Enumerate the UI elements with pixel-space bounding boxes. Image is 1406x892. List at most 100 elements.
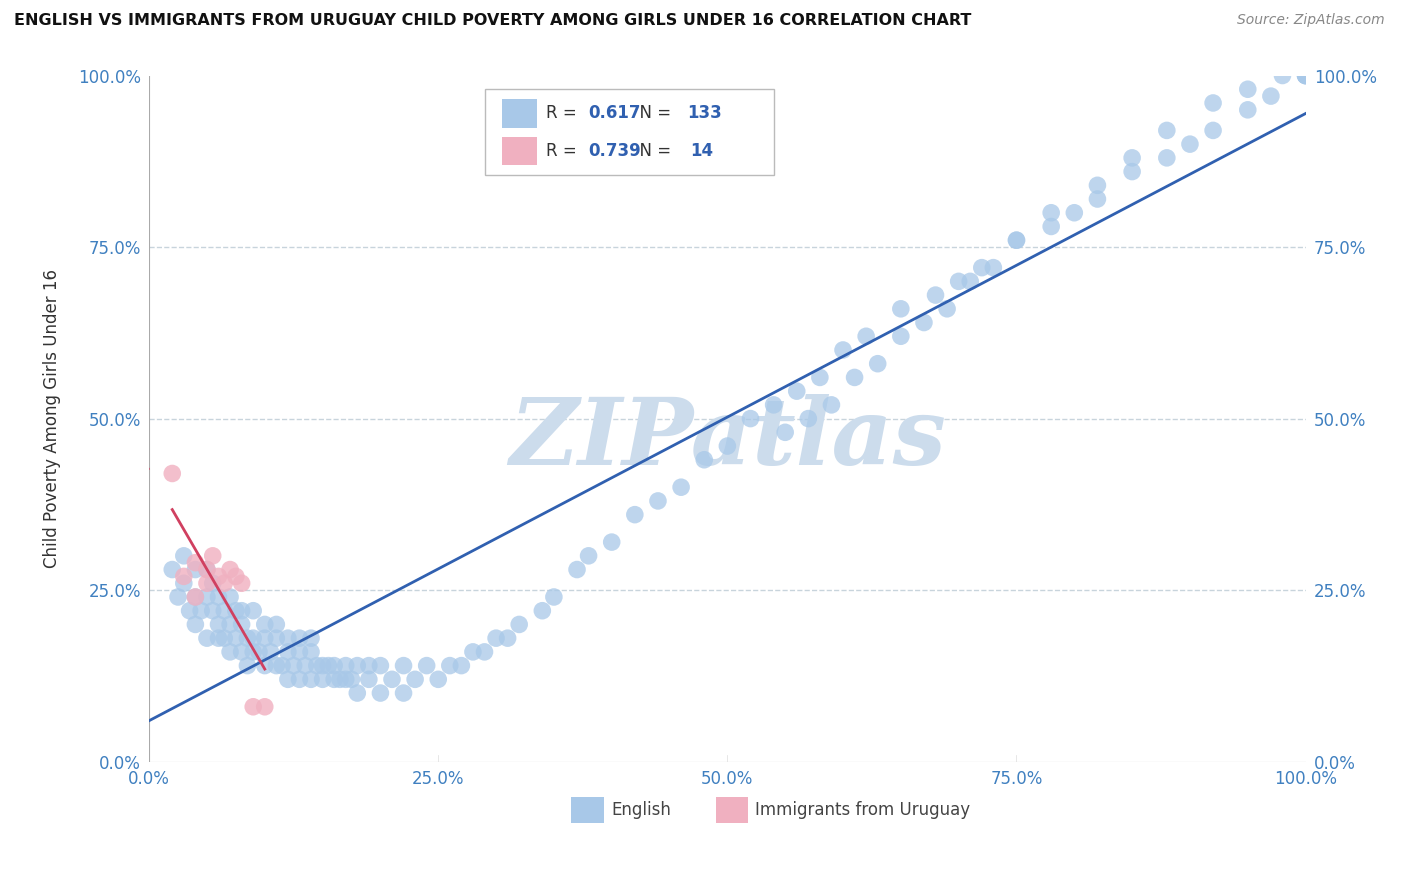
Y-axis label: Child Poverty Among Girls Under 16: Child Poverty Among Girls Under 16 — [44, 269, 60, 568]
Point — [219, 563, 242, 577]
Bar — [571, 797, 603, 823]
Point — [162, 563, 184, 577]
Point — [357, 658, 380, 673]
Point — [253, 699, 276, 714]
Text: R =: R = — [546, 104, 582, 122]
Point — [820, 398, 842, 412]
Point — [340, 673, 363, 687]
Point — [288, 631, 311, 645]
Point — [195, 563, 218, 577]
Point — [543, 590, 565, 604]
Point — [773, 425, 796, 440]
Point — [450, 658, 472, 673]
Point — [890, 301, 912, 316]
Point — [1087, 178, 1109, 193]
Point — [1063, 206, 1085, 220]
Point — [201, 549, 224, 563]
Point — [207, 631, 229, 645]
Point — [1295, 69, 1317, 83]
Point — [242, 645, 264, 659]
Point — [167, 590, 190, 604]
Point — [335, 673, 357, 687]
Bar — [502, 99, 537, 128]
Point — [195, 576, 218, 591]
Point — [335, 658, 357, 673]
Point — [1178, 137, 1201, 152]
Point — [624, 508, 647, 522]
FancyBboxPatch shape — [485, 89, 773, 175]
Point — [323, 658, 346, 673]
Text: N =: N = — [628, 142, 676, 160]
Point — [184, 556, 207, 570]
Point — [531, 604, 554, 618]
Point — [294, 658, 316, 673]
Point — [936, 301, 959, 316]
Text: 133: 133 — [688, 104, 721, 122]
Point — [329, 673, 352, 687]
Point — [266, 617, 288, 632]
Point — [1005, 233, 1028, 247]
Point — [271, 658, 294, 673]
Point — [219, 590, 242, 604]
Point — [740, 411, 762, 425]
Point — [247, 645, 270, 659]
Point — [948, 274, 970, 288]
Point — [305, 658, 328, 673]
Point — [195, 590, 218, 604]
Point — [190, 604, 212, 618]
Point — [370, 658, 392, 673]
Point — [346, 658, 368, 673]
Point — [346, 686, 368, 700]
Point — [370, 686, 392, 700]
Text: ZIPatlas: ZIPatlas — [509, 394, 946, 484]
Point — [195, 563, 218, 577]
Point — [231, 576, 253, 591]
Point — [214, 604, 236, 618]
Point — [1202, 123, 1225, 137]
Point — [231, 617, 253, 632]
Point — [173, 569, 195, 583]
Point — [924, 288, 946, 302]
Point — [266, 658, 288, 673]
Point — [866, 357, 889, 371]
Point — [207, 590, 229, 604]
Point — [669, 480, 692, 494]
Point — [461, 645, 484, 659]
Point — [195, 631, 218, 645]
Point — [242, 604, 264, 618]
Text: English: English — [612, 801, 672, 819]
Point — [311, 673, 333, 687]
Point — [970, 260, 993, 275]
Point — [392, 686, 415, 700]
Point — [253, 631, 276, 645]
Point — [578, 549, 600, 563]
Point — [207, 569, 229, 583]
Point — [1295, 69, 1317, 83]
Point — [1087, 192, 1109, 206]
Point — [415, 658, 437, 673]
Point — [808, 370, 831, 384]
Point — [299, 645, 322, 659]
Point — [277, 673, 299, 687]
Point — [288, 645, 311, 659]
Point — [890, 329, 912, 343]
Point — [1040, 206, 1063, 220]
Point — [225, 604, 247, 618]
Point — [288, 673, 311, 687]
Text: 0.739: 0.739 — [589, 142, 641, 160]
Point — [231, 604, 253, 618]
Point — [357, 673, 380, 687]
Point — [318, 658, 340, 673]
Point — [179, 604, 201, 618]
Point — [1040, 219, 1063, 234]
Point — [299, 673, 322, 687]
Point — [508, 617, 530, 632]
Point — [912, 316, 935, 330]
Point — [214, 576, 236, 591]
Point — [236, 658, 259, 673]
Point — [600, 535, 623, 549]
Point — [1202, 95, 1225, 110]
Point — [1295, 69, 1317, 83]
Point — [427, 673, 450, 687]
Point — [786, 384, 808, 399]
